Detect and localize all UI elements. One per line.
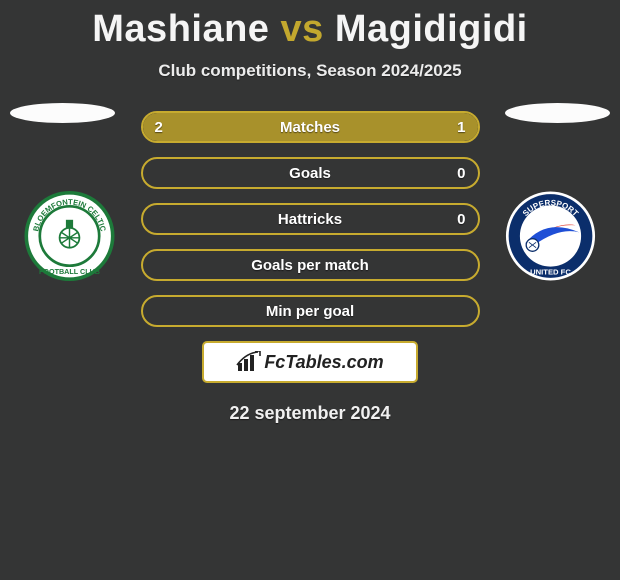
stat-row: Matches2 1: [141, 111, 480, 143]
page-title: Mashiane vs Magidigidi: [0, 0, 620, 51]
club-right-shadow: [505, 103, 610, 123]
stat-row: Hattricks0: [141, 203, 480, 235]
stat-row: Goals0: [141, 157, 480, 189]
svg-text:UNITED FC: UNITED FC: [530, 268, 571, 277]
date-label: 22 september 2024: [0, 403, 620, 424]
club-right-badge: SUPERSPORT UNITED FC: [503, 191, 598, 281]
stat-row: Min per goal: [141, 295, 480, 327]
stat-value-left: 2: [155, 119, 163, 136]
club-left-shadow: [10, 103, 115, 123]
stat-value-right: 0: [457, 211, 465, 228]
supersport-united-icon: SUPERSPORT UNITED FC: [503, 191, 598, 281]
bloemfontein-celtic-icon: BLOEMFONTEIN CELTIC FOOTBALL CLUB: [22, 191, 117, 281]
player-left-name: Mashiane: [92, 8, 269, 50]
vs-label: vs: [281, 8, 324, 50]
club-left-badge: BLOEMFONTEIN CELTIC FOOTBALL CLUB: [22, 191, 117, 281]
stat-value-right: 1: [457, 119, 465, 136]
brand-bar[interactable]: FcTables.com: [202, 341, 418, 383]
comparison-panel: BLOEMFONTEIN CELTIC FOOTBALL CLUB SUPERS…: [0, 109, 620, 424]
stat-label: Matches: [143, 119, 478, 136]
svg-text:FOOTBALL CLUB: FOOTBALL CLUB: [39, 267, 100, 276]
stat-label: Min per goal: [143, 303, 478, 320]
brand-label: FcTables.com: [264, 352, 383, 373]
stat-label: Hattricks: [143, 211, 478, 228]
stat-value-right: 0: [457, 165, 465, 182]
stat-label: Goals per match: [143, 257, 478, 274]
bar-chart-icon: [236, 351, 262, 373]
stats-list: Matches21Goals0Hattricks0Goals per match…: [141, 109, 480, 327]
stat-label: Goals: [143, 165, 478, 182]
player-right-name: Magidigidi: [335, 8, 528, 50]
subtitle: Club competitions, Season 2024/2025: [0, 61, 620, 81]
stat-row: Goals per match: [141, 249, 480, 281]
